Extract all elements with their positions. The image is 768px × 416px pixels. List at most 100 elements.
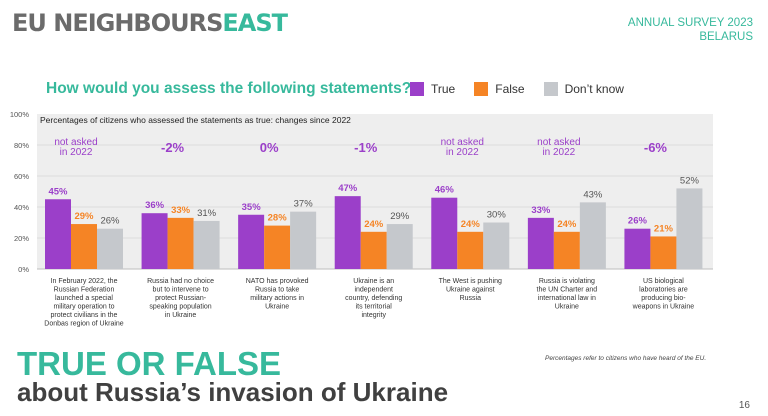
category-label: Ukraine bbox=[265, 304, 289, 311]
category-label: Ukraine is an bbox=[353, 278, 394, 285]
survey-title: ANNUAL SURVEY 2023 bbox=[627, 17, 753, 29]
data-label: 21% bbox=[654, 223, 674, 234]
data-label: 33% bbox=[171, 205, 191, 216]
change-annotation: -2% bbox=[161, 140, 185, 155]
category-label: weapons in Ukraine bbox=[632, 304, 695, 311]
category-label: independent bbox=[354, 287, 393, 294]
category-label: Russian Federation bbox=[54, 287, 115, 294]
y-tick-label: 20% bbox=[14, 234, 29, 243]
bar bbox=[624, 228, 651, 269]
bar bbox=[238, 214, 265, 269]
data-label: 29% bbox=[390, 211, 410, 222]
y-tick-label: 0% bbox=[18, 265, 29, 274]
y-tick-label: 40% bbox=[14, 203, 29, 212]
data-label: 29% bbox=[74, 211, 94, 222]
bar-chart: 100% 80% 60% 40% 20% 0% Percentages of citizen… bbox=[10, 110, 713, 328]
legend-label-dont-know: Don’t know bbox=[564, 82, 624, 96]
bar bbox=[193, 220, 220, 269]
footer-title: TRUE OR FALSE bbox=[17, 345, 282, 382]
legend-label-true: True bbox=[431, 82, 456, 96]
change-annotation: in 2022 bbox=[542, 147, 575, 158]
data-label: 35% bbox=[242, 202, 262, 213]
legend-label-false: False bbox=[495, 82, 525, 96]
bar bbox=[431, 197, 458, 269]
category-label: Russia had no choice bbox=[147, 278, 214, 285]
category-label: Donbas region of Ukraine bbox=[44, 321, 123, 328]
category-label: but to intervene to bbox=[153, 287, 209, 294]
category-label: US biological bbox=[643, 278, 684, 285]
data-label: 36% bbox=[145, 200, 165, 211]
category-label: its territorial bbox=[356, 304, 393, 311]
change-annotation: in 2022 bbox=[446, 147, 479, 158]
page-number: 16 bbox=[738, 400, 750, 411]
survey-label: ANNUAL SURVEY 2023 BELARUS bbox=[628, 16, 753, 44]
data-label: 28% bbox=[268, 213, 288, 224]
change-annotation: not asked bbox=[441, 137, 484, 148]
survey-country: BELARUS bbox=[699, 31, 753, 43]
category-label: in Ukraine bbox=[165, 312, 197, 319]
data-label: 47% bbox=[338, 183, 358, 194]
category-label: protect civilians in the bbox=[51, 312, 118, 319]
category-label: the UN Charter and bbox=[537, 287, 598, 294]
category-label: military actions in bbox=[250, 295, 304, 302]
y-tick-label: 100% bbox=[10, 110, 30, 119]
category-label: The West is pushing bbox=[439, 278, 502, 285]
data-label: 33% bbox=[531, 205, 551, 216]
bar bbox=[334, 196, 361, 269]
data-label: 24% bbox=[461, 219, 481, 230]
bar bbox=[386, 224, 413, 269]
bar bbox=[45, 199, 71, 269]
bar bbox=[527, 217, 554, 269]
bar bbox=[676, 188, 703, 269]
bar bbox=[579, 202, 606, 269]
bar bbox=[457, 231, 484, 269]
category-label: producing bio- bbox=[641, 295, 686, 302]
question-heading: How would you assess the following state… bbox=[46, 80, 412, 97]
change-annotation: not asked bbox=[537, 137, 580, 148]
logo: EU NEIGHBOURSEAST bbox=[12, 9, 288, 37]
category-label: country, defending bbox=[345, 295, 402, 302]
category-label: In February 2022, the bbox=[51, 278, 118, 285]
bar bbox=[141, 213, 168, 269]
data-label: 26% bbox=[100, 216, 120, 227]
category-label: Ukraine bbox=[555, 304, 579, 311]
change-annotation: not asked bbox=[54, 137, 97, 148]
category-label: laboratories are bbox=[639, 287, 688, 294]
bar bbox=[553, 231, 580, 269]
category-label: Russia bbox=[460, 295, 482, 302]
legend-item-dont-know: Don’t know bbox=[543, 82, 624, 96]
logo-main: EU NEIGHBOURS bbox=[12, 9, 223, 37]
category-label: Ukraine against bbox=[446, 287, 495, 294]
category-label: Russia is violating bbox=[539, 278, 595, 285]
bar bbox=[167, 217, 194, 269]
category-label: Russia to take bbox=[255, 287, 299, 294]
data-label: 30% bbox=[487, 210, 507, 221]
category-label: international law in bbox=[538, 295, 596, 302]
category-label: NATO has provoked bbox=[246, 278, 309, 285]
category-label: protect Russian- bbox=[155, 295, 207, 302]
data-label: 26% bbox=[628, 216, 648, 227]
bar bbox=[650, 236, 677, 269]
chart-subtitle: Percentages of citizens who assessed the… bbox=[40, 115, 351, 125]
data-label: 24% bbox=[364, 219, 384, 230]
legend-item-false: False bbox=[474, 82, 525, 96]
bar bbox=[483, 222, 510, 269]
category-label: launched a special bbox=[55, 295, 113, 302]
footer-subtitle: about Russia’s invasion of Ukraine bbox=[17, 377, 449, 407]
bar bbox=[97, 228, 123, 269]
data-label: 46% bbox=[435, 185, 455, 196]
data-label: 24% bbox=[557, 219, 577, 230]
legend-item-true: True bbox=[410, 82, 455, 96]
legend-swatch-dont-know bbox=[543, 82, 558, 96]
y-tick-label: 60% bbox=[14, 172, 29, 181]
category-label: speaking population bbox=[149, 304, 211, 311]
logo-accent: EAST bbox=[222, 9, 288, 37]
bar bbox=[360, 231, 387, 269]
footnote: Percentages refer to citizens who have h… bbox=[545, 355, 707, 362]
data-label: 37% bbox=[294, 199, 314, 210]
data-label: 43% bbox=[583, 189, 603, 200]
legend-swatch-false bbox=[474, 82, 489, 96]
legend-swatch-true bbox=[410, 82, 424, 96]
chart-legend: True False Don’t know bbox=[410, 82, 643, 96]
y-tick-label: 80% bbox=[14, 141, 29, 150]
